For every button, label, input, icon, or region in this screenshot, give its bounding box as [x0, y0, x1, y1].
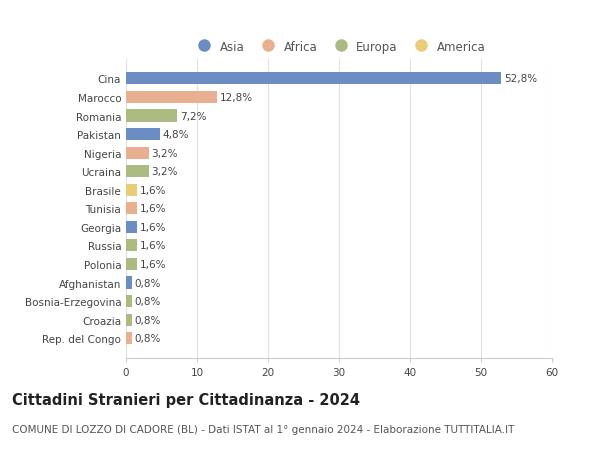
- Text: 0,8%: 0,8%: [134, 278, 161, 288]
- Bar: [126, 314, 131, 326]
- Text: 3,2%: 3,2%: [152, 167, 178, 177]
- Bar: [126, 129, 160, 141]
- Text: 1,6%: 1,6%: [140, 222, 167, 232]
- Bar: [126, 203, 137, 215]
- Bar: [126, 258, 137, 270]
- Legend: Asia, Africa, Europa, America: Asia, Africa, Europa, America: [188, 36, 490, 58]
- Bar: [126, 147, 149, 159]
- Text: 1,6%: 1,6%: [140, 259, 167, 269]
- Text: 1,6%: 1,6%: [140, 185, 167, 196]
- Text: 52,8%: 52,8%: [504, 74, 537, 84]
- Text: 1,6%: 1,6%: [140, 204, 167, 214]
- Text: 7,2%: 7,2%: [180, 111, 206, 121]
- Bar: [126, 296, 131, 308]
- Bar: [126, 92, 217, 104]
- Text: 1,6%: 1,6%: [140, 241, 167, 251]
- Bar: [126, 221, 137, 233]
- Text: COMUNE DI LOZZO DI CADORE (BL) - Dati ISTAT al 1° gennaio 2024 - Elaborazione TU: COMUNE DI LOZZO DI CADORE (BL) - Dati IS…: [12, 425, 514, 435]
- Text: 0,8%: 0,8%: [134, 333, 161, 343]
- Bar: [126, 332, 131, 344]
- Text: Cittadini Stranieri per Cittadinanza - 2024: Cittadini Stranieri per Cittadinanza - 2…: [12, 392, 360, 408]
- Text: 12,8%: 12,8%: [220, 93, 253, 103]
- Bar: [126, 110, 177, 122]
- Text: 0,8%: 0,8%: [134, 315, 161, 325]
- Bar: [126, 240, 137, 252]
- Bar: [126, 277, 131, 289]
- Text: 3,2%: 3,2%: [152, 148, 178, 158]
- Bar: [126, 185, 137, 196]
- Bar: [126, 73, 501, 85]
- Text: 4,8%: 4,8%: [163, 130, 190, 140]
- Bar: [126, 166, 149, 178]
- Text: 0,8%: 0,8%: [134, 297, 161, 307]
